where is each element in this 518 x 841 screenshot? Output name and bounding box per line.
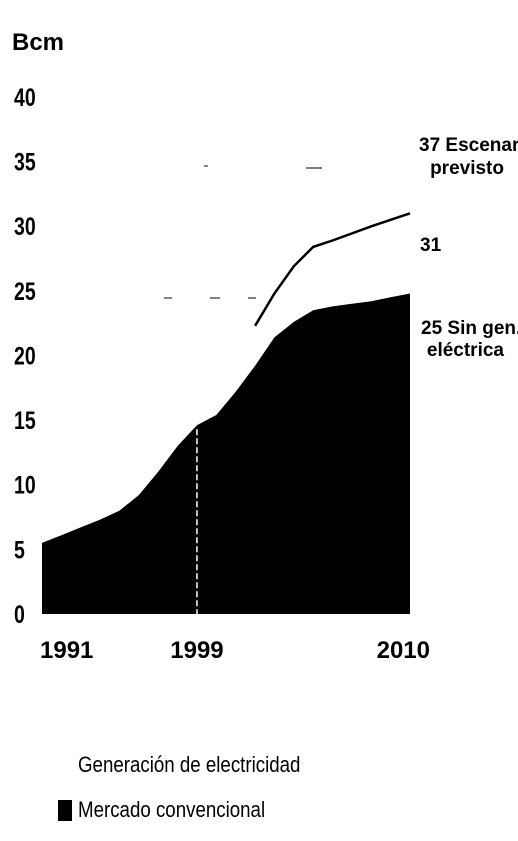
y-tick-label: 10 <box>14 471 36 499</box>
y-axis-ticks: 0 5 10 15 20 25 30 35 40 <box>14 84 36 629</box>
legend-title: Generación de electricidad <box>78 752 301 777</box>
x-tick-label: 1999 <box>170 637 223 664</box>
x-tick-label: 2010 <box>377 637 430 664</box>
y-tick-label: 5 <box>14 536 25 564</box>
annotation-label: 25 Sin gen. <box>421 318 518 339</box>
annotation-label: 37 Escenario <box>419 135 518 156</box>
y-tick-label: 25 <box>14 278 36 306</box>
decoration-layer <box>164 165 322 299</box>
y-tick-label: 15 <box>14 407 36 435</box>
y-tick-label: 0 <box>14 601 25 629</box>
y-tick-label: 20 <box>14 342 36 370</box>
series-area-mercado-convencional <box>42 293 410 614</box>
y-tick-label: 40 <box>14 84 36 112</box>
y-axis-label: Bcm <box>12 29 64 56</box>
legend-label: Mercado convencional <box>78 797 266 822</box>
y-tick-label: 30 <box>14 213 36 241</box>
annotations: 37 Escenarioprevisto 31 25 Sin gen.eléctri… <box>419 135 518 361</box>
x-tick-label: 1991 <box>40 637 93 664</box>
y-tick-label: 35 <box>14 148 36 176</box>
annotation-label: eléctrica <box>427 340 505 361</box>
chart: Bcm 0 5 10 15 20 25 30 35 40 1991 1999 2010 37 Esc… <box>12 29 518 664</box>
legend-swatch <box>58 800 72 821</box>
annotation-label: 31 <box>420 235 442 256</box>
series-layer <box>42 212 411 614</box>
x-axis-ticks: 1991 1999 2010 <box>40 637 430 664</box>
annotation-label: previsto <box>430 158 504 179</box>
series-line-escenario-previsto <box>254 212 411 327</box>
